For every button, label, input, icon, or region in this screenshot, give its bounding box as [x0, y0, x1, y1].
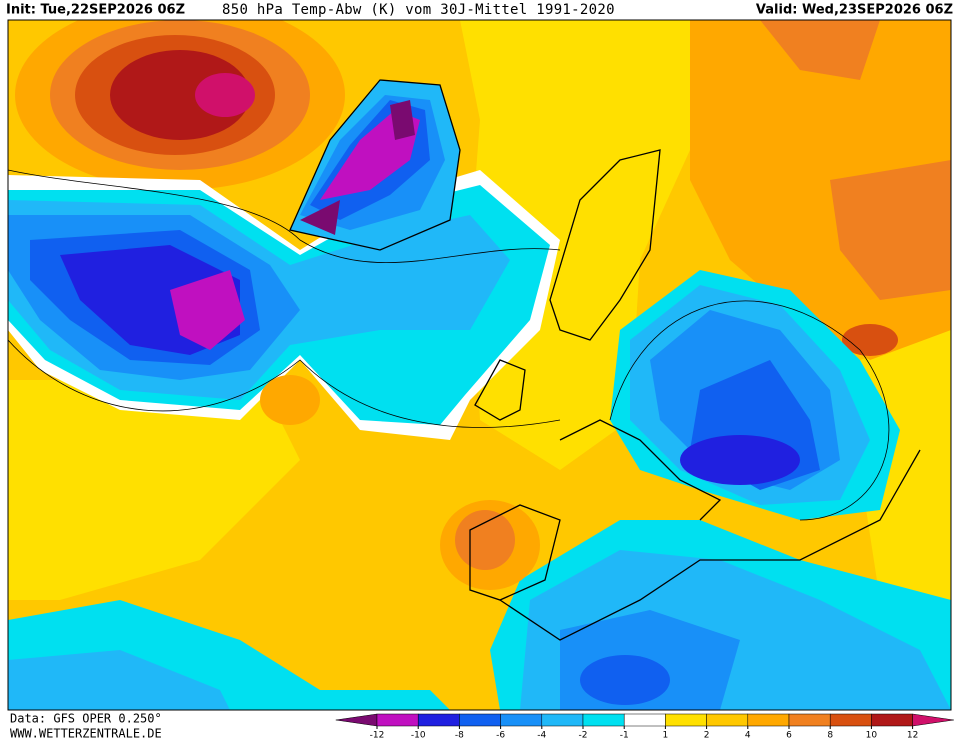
- map-title: 850 hPa Temp-Abw (K) vom 30J-Mittel 1991…: [222, 2, 615, 18]
- colorbar-label: 12: [907, 731, 918, 741]
- colorbar-bin: [500, 713, 543, 727]
- colorbar-bin: [623, 713, 666, 727]
- colorbar-label: 10: [866, 731, 878, 741]
- valid-time: Valid: Wed,23SEP2026 06Z: [756, 3, 953, 18]
- colorbar-bin: [459, 713, 501, 727]
- colorbar-label: -2: [579, 731, 588, 741]
- colorbar-label: 4: [745, 731, 751, 741]
- colorbar-label: 8: [827, 731, 833, 741]
- colorbar-bin: [541, 713, 584, 727]
- colorbar-label: -12: [370, 731, 385, 741]
- colorbar: -12 -10 -8 -6 -4 -2 -1 1 2 4 6 8 10 12: [335, 713, 954, 741]
- data-source: Data: GFS OPER 0.250°: [10, 712, 162, 726]
- colorbar-label: -10: [411, 731, 426, 741]
- colorbar-bin: [665, 713, 707, 727]
- colorbar-label: -4: [537, 731, 546, 741]
- colorbar-bin: [871, 713, 913, 727]
- colorbar-bin: [706, 713, 749, 727]
- colorbar-bin: [788, 713, 831, 727]
- colorbar-label: 2: [704, 731, 710, 741]
- colorbar-label: 1: [663, 731, 669, 741]
- colorbar-label: 6: [786, 731, 792, 741]
- init-time: Init: Tue,22SEP2026 06Z: [6, 3, 185, 18]
- colorbar-label: -6: [496, 731, 505, 741]
- map: [7, 19, 952, 711]
- website: WWW.WETTERZENTRALE.DE: [10, 727, 162, 741]
- colorbar-bin: [747, 713, 790, 727]
- colorbar-label: -8: [455, 731, 464, 741]
- colorbar-low: [335, 713, 378, 727]
- colorbar-bin: [376, 713, 419, 727]
- colorbar-label: -1: [620, 731, 629, 741]
- colorbar-bin: [829, 713, 872, 727]
- colorbar-bin: [417, 713, 460, 727]
- colorbar-high: [912, 713, 954, 727]
- colorbar-bin: [582, 713, 625, 727]
